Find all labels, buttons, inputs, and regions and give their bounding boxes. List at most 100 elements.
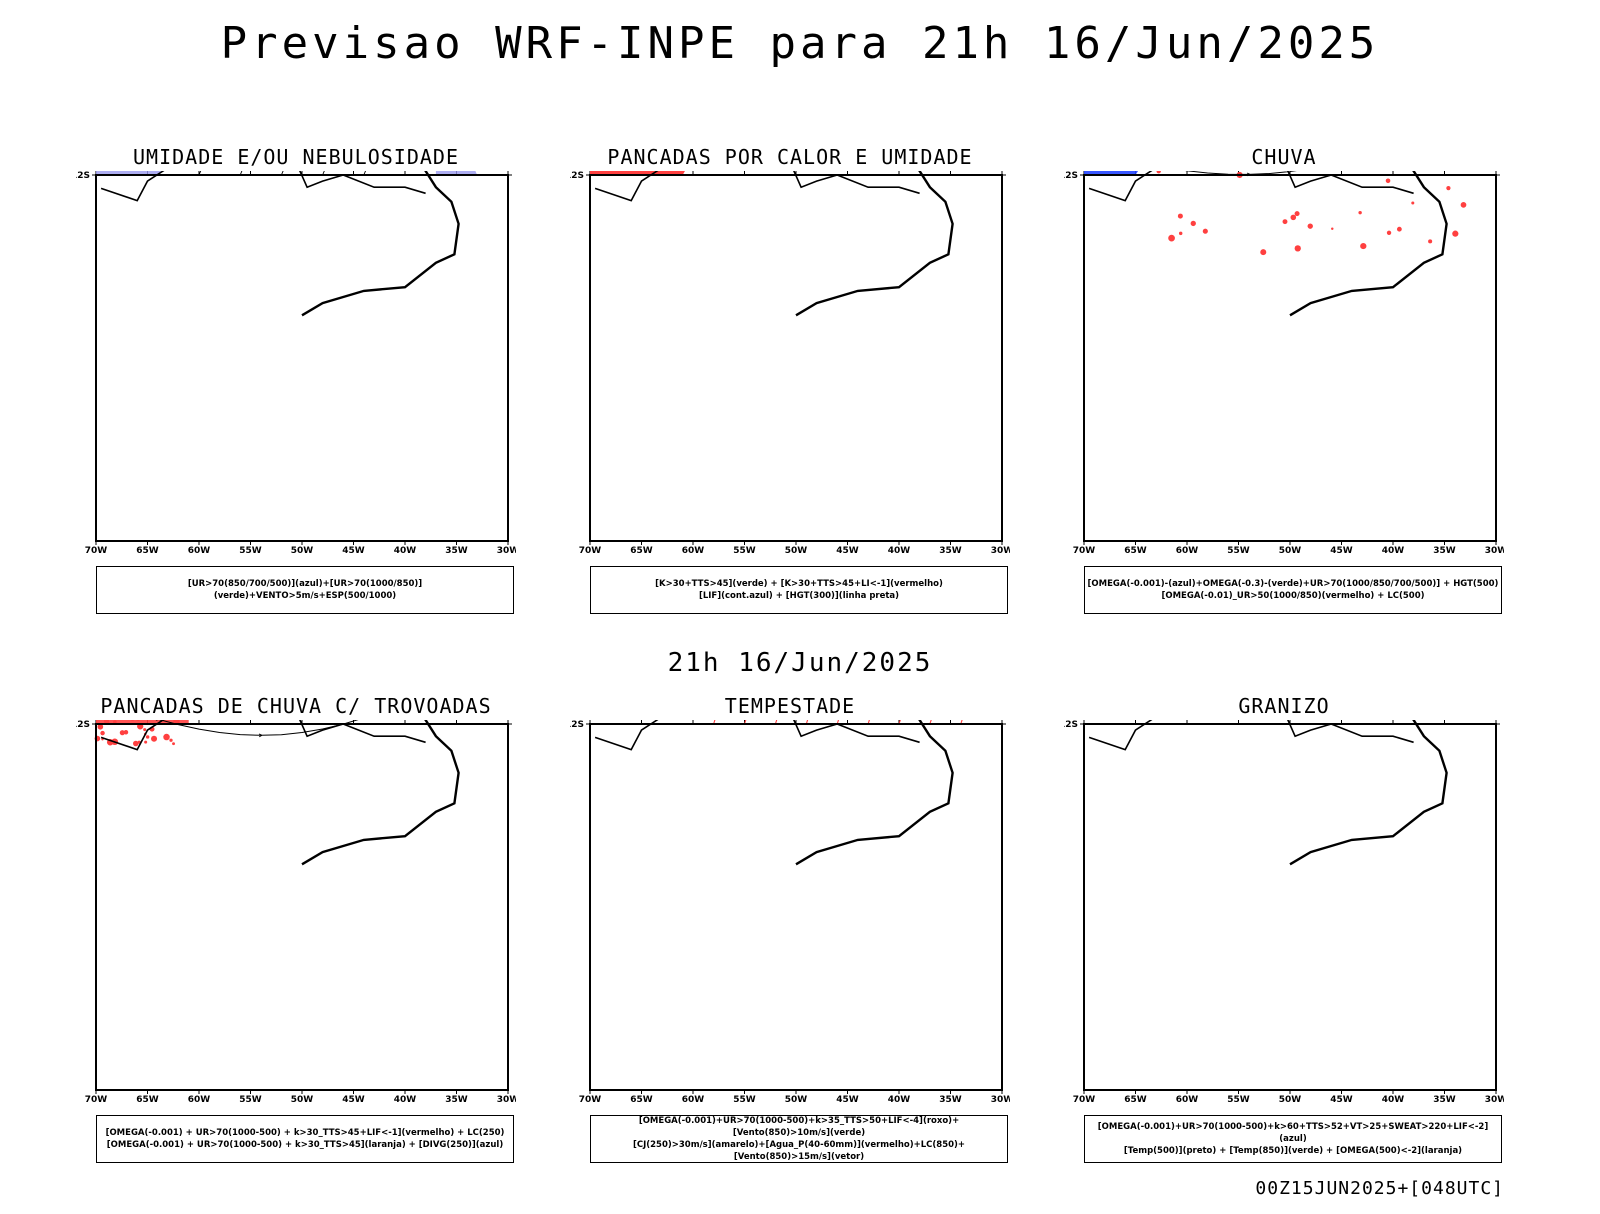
lon-tick-label: 45W [342,1095,365,1105]
lon-tick-label: 45W [342,546,365,556]
lon-tick-label: 55W [239,546,262,556]
panel-umidade: UMIDADE E/OU NEBULOSIDADE 12S15S18S21S24… [76,145,516,665]
lon-tick-label: 65W [630,1095,653,1105]
lon-tick-label: 50W [785,546,808,556]
lon-tick-label: 45W [1330,1095,1353,1105]
map-base: 12S15S18S21S24S27S30S33S36S39S42S70W65W6… [570,171,1010,556]
map-frame [1084,175,1496,541]
panel-legend: [OMEGA(-0.001)+UR>70(1000-500)+k>35_TTS>… [590,1115,1008,1163]
lon-tick-label: 50W [1279,546,1302,556]
lon-tick-label: 35W [445,1095,468,1105]
map-coastlines [570,171,953,315]
panel-title: CHUVA [1064,145,1504,169]
lat-tick-label: 12S [76,171,90,181]
panel-legend: [UR>70(850/700/500)](azul)+[UR>70(1000/8… [96,566,514,614]
panel-pancadas-calor: PANCADAS POR CALOR E UMIDADE 12S15S18S21… [570,145,1010,665]
map-base: 12S15S18S21S24S27S30S33S36S39S42S70W65W6… [76,171,516,556]
lon-tick-label: 70W [85,1095,108,1105]
map-base: 12S15S18S21S24S27S30S33S36S39S42S70W65W6… [1064,720,1504,1105]
lat-tick-label: 12S [1064,720,1078,730]
lon-tick-label: 35W [1433,546,1456,556]
map-coastlines [1064,720,1447,864]
map-base: 12S15S18S21S24S27S30S33S36S39S42S70W65W6… [1064,171,1504,556]
legend-line: [OMEGA(-0.001) + UR>70(1000-500) + k>30_… [107,1139,503,1151]
map-frame [96,724,508,1090]
lon-tick-label: 55W [733,546,756,556]
panel-legend: [OMEGA(-0.001)+UR>70(1000-500)+k>60+TTS>… [1084,1115,1502,1163]
lon-tick-label: 30W [1485,546,1504,556]
legend-line: [OMEGA(-0.001) + UR>70(1000-500) + k>30_… [106,1127,505,1139]
map-frame [590,175,1002,541]
lon-tick-label: 60W [682,546,705,556]
lon-tick-label: 60W [188,1095,211,1105]
lon-tick-label: 65W [1124,1095,1147,1105]
map-granizo: 12S15S18S21S24S27S30S33S36S39S42S70W65W6… [1064,720,1504,1140]
panel-title: TEMPESTADE [570,694,1010,718]
lon-tick-label: 70W [579,1095,602,1105]
panel-title: GRANIZO [1064,694,1504,718]
lon-tick-label: 55W [1227,546,1250,556]
lon-tick-label: 55W [1227,1095,1250,1105]
lon-tick-label: 40W [888,1095,911,1105]
legend-line: [K>30+TTS>45](verde) + [K>30+TTS>45+LI<-… [655,578,943,590]
lon-tick-label: 45W [1330,546,1353,556]
map-coastlines [1064,171,1447,315]
map-tempestade: 12S15S18S21S24S27S30S33S36S39S42S70W65W6… [570,720,1010,1140]
map-frame [590,724,1002,1090]
panel-title: PANCADAS POR CALOR E UMIDADE [570,145,1010,169]
lon-tick-label: 65W [136,546,159,556]
lat-tick-label: 12S [570,171,584,181]
panel-legend: [OMEGA(-0.001)-(azul)+OMEGA(-0.3)-(verde… [1084,566,1502,614]
panel-granizo: GRANIZO 12S15S18S21S24S27S30S33S36S39S42… [1064,694,1504,1214]
lon-tick-label: 30W [991,1095,1010,1105]
map-coastlines [76,171,459,315]
lat-tick-label: 12S [76,720,90,730]
lon-tick-label: 70W [579,546,602,556]
panel-tempestade: TEMPESTADE 12S15S18S21S24S27S30S33S36S39… [570,694,1010,1214]
lon-tick-label: 40W [394,546,417,556]
lon-tick-label: 50W [291,1095,314,1105]
lon-tick-label: 40W [1382,1095,1405,1105]
legend-line: [CJ(250)>30m/s](amarelo)+[Agua_P(40-60mm… [591,1139,1007,1163]
lon-tick-label: 55W [733,1095,756,1105]
map-frame [96,175,508,541]
lon-tick-label: 45W [836,1095,859,1105]
map-base: 12S15S18S21S24S27S30S33S36S39S42S70W65W6… [570,720,1010,1105]
lon-tick-label: 60W [1176,546,1199,556]
lat-tick-label: 12S [1064,171,1078,181]
lon-tick-label: 70W [85,546,108,556]
lon-tick-label: 60W [1176,1095,1199,1105]
legend-line: [OMEGA(-0.001)+UR>70(1000-500)+k>60+TTS>… [1085,1121,1501,1145]
lon-tick-label: 35W [445,546,468,556]
lon-tick-label: 55W [239,1095,262,1105]
panel-title: UMIDADE E/OU NEBULOSIDADE [76,145,516,169]
map-pancadas-trovoadas: 12S15S18S21S24S27S30S33S36S39S42S70W65W6… [76,720,516,1140]
map-coastlines [76,720,459,864]
map-pancadas-calor: 12S15S18S21S24S27S30S33S36S39S42S70W65W6… [570,171,1010,591]
lon-tick-label: 30W [1485,1095,1504,1105]
panel-pancadas-trovoadas: PANCADAS DE CHUVA C/ TROVOADAS 12S15S18S… [76,694,516,1214]
lon-tick-label: 30W [991,546,1010,556]
lon-tick-label: 40W [394,1095,417,1105]
lon-tick-label: 45W [836,546,859,556]
main-title: Previsao WRF-INPE para 21h 16/Jun/2025 [0,18,1600,69]
legend-line: [Temp(500)](preto) + [Temp(850)](verde) … [1124,1145,1462,1157]
lon-tick-label: 65W [630,546,653,556]
lon-tick-label: 40W [888,546,911,556]
lon-tick-label: 65W [136,1095,159,1105]
lon-tick-label: 70W [1073,1095,1096,1105]
lon-tick-label: 65W [1124,546,1147,556]
legend-line: [OMEGA(-0.01)_UR>50(1000/850)(vermelho) … [1161,590,1424,602]
lon-tick-label: 50W [291,546,314,556]
legend-line: [LIF](cont.azul) + [HGT(300)](linha pret… [699,590,899,602]
legend-line: [UR>70(850/700/500)](azul)+[UR>70(1000/8… [97,578,513,602]
lon-tick-label: 50W [1279,1095,1302,1105]
lon-tick-label: 30W [497,546,516,556]
lon-tick-label: 30W [497,1095,516,1105]
map-chuva: 12S15S18S21S24S27S30S33S36S39S42S70W65W6… [1064,171,1504,591]
map-coastlines [570,720,953,864]
lon-tick-label: 35W [1433,1095,1456,1105]
lon-tick-label: 40W [1382,546,1405,556]
map-frame [1084,724,1496,1090]
panel-chuva: CHUVA 12S15S18S21S24S27S30S33S36S39S42S7… [1064,145,1504,665]
